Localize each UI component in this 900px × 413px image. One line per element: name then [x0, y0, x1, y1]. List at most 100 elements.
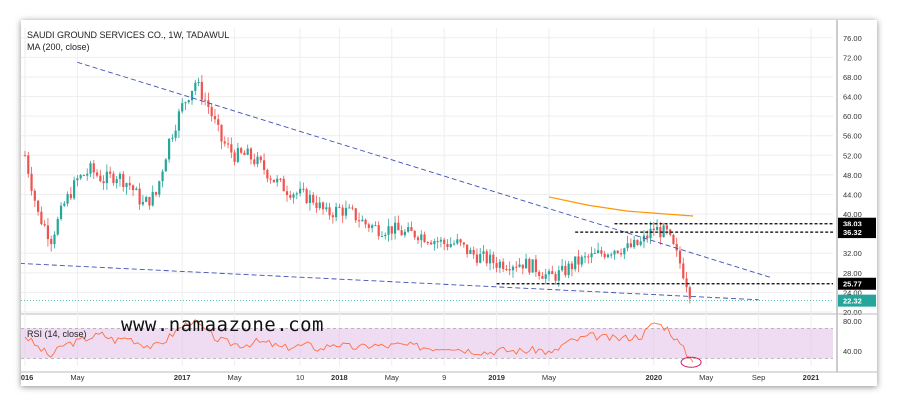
candle-body [400, 230, 403, 236]
candle-body [289, 195, 292, 198]
candle-body [158, 181, 161, 195]
candle-body [151, 192, 154, 206]
rsi-label: RSI (14, close) [27, 329, 87, 339]
candle-body [619, 253, 623, 255]
time-tick-label: May [228, 373, 242, 382]
candle-body [171, 137, 174, 139]
candle-body [452, 243, 456, 245]
price-tick-label: 20.00 [843, 308, 862, 317]
candle-body [357, 220, 361, 222]
candle-body [299, 188, 302, 194]
price-tag-label: 38.03 [843, 220, 862, 229]
candle-body [443, 239, 446, 244]
candle-body [37, 200, 40, 212]
candle-body [341, 207, 344, 216]
candle-body [318, 202, 321, 209]
candle-body [593, 252, 596, 254]
time-tick-label: Sep [752, 373, 765, 382]
candle-body [331, 215, 334, 218]
trendline [77, 61, 772, 279]
candle-body [115, 179, 118, 184]
candle-body [462, 242, 465, 245]
candle-body [371, 225, 374, 228]
candle-body [583, 256, 587, 258]
candle-body [557, 270, 560, 281]
candle-body [623, 248, 626, 255]
candle-body [262, 160, 266, 170]
candle-body [629, 243, 632, 248]
candle-body [439, 239, 443, 242]
candle-body [436, 241, 439, 243]
candle-body [466, 244, 469, 254]
candle-body [377, 225, 380, 237]
candle-body [528, 258, 531, 273]
candle-body [109, 171, 112, 174]
time-tick-label: May [542, 373, 556, 382]
candle-body [240, 148, 243, 153]
candle-body [335, 206, 338, 218]
candle-body [390, 226, 393, 234]
candle-body [574, 256, 577, 270]
candle-body [423, 234, 426, 243]
candle-body [259, 156, 262, 161]
chart-frame: 76.00 72.00 68.00 64.00 60.00 56.00 52.00 48.00… [21, 20, 877, 386]
candle-body [213, 116, 217, 120]
candle-body [626, 243, 629, 249]
rsi-line [24, 318, 694, 363]
candle-body [135, 188, 138, 191]
price-tick-label: 64.00 [843, 93, 862, 102]
candle-body [393, 222, 397, 234]
candle-body [102, 181, 105, 184]
candle-body [181, 103, 184, 112]
candle-body [50, 239, 53, 245]
time-tick-label: 2021 [803, 373, 820, 382]
candle-body [495, 263, 498, 268]
candle-body [118, 173, 122, 180]
candle-body [577, 256, 580, 265]
candle-body [164, 159, 167, 172]
time-tick-label: May [70, 373, 84, 382]
candle-body [236, 148, 239, 162]
candle-body [479, 253, 482, 263]
candle-body [410, 227, 413, 231]
candle-body [161, 171, 164, 182]
candle-body [544, 274, 547, 279]
candle-body [295, 193, 298, 195]
chart-canvas: 76.00 72.00 68.00 64.00 60.00 56.00 52.00 48.00… [21, 20, 877, 382]
candle-body [269, 178, 272, 180]
candle-body [430, 242, 433, 245]
candle-body [364, 219, 367, 225]
candle-body [122, 173, 125, 188]
price-tick-label: 76.00 [843, 34, 862, 43]
candle-body [315, 202, 318, 209]
candle-body [610, 254, 613, 256]
price-tick-label: 52.00 [843, 151, 862, 160]
candle-body [655, 226, 659, 231]
candle-body [518, 264, 521, 267]
candle-body [33, 190, 36, 201]
time-tick-label: 2019 [488, 373, 505, 382]
candle-body [344, 207, 348, 216]
candle-body [73, 180, 76, 199]
time-tick-label: 9 [442, 373, 446, 382]
candle-body [456, 239, 459, 244]
candle-body [403, 231, 406, 236]
candle-body [600, 250, 603, 254]
candle-body [524, 258, 528, 269]
candle-body [86, 173, 89, 176]
candle-body [639, 241, 642, 245]
candle-body [587, 256, 590, 258]
price-tag-box [838, 277, 876, 290]
candle-body [420, 234, 423, 241]
candle-body [361, 219, 364, 222]
candle-body [223, 141, 226, 144]
ma200-line [548, 196, 694, 217]
candle-body [148, 196, 151, 206]
candle-body [367, 224, 370, 228]
price-tick-label: 32.00 [843, 249, 862, 258]
candle-body [46, 225, 50, 240]
candle-body [338, 206, 341, 208]
price-tick-label: 72.00 [843, 53, 862, 62]
candle-body [272, 179, 275, 183]
candle-body [603, 253, 606, 258]
